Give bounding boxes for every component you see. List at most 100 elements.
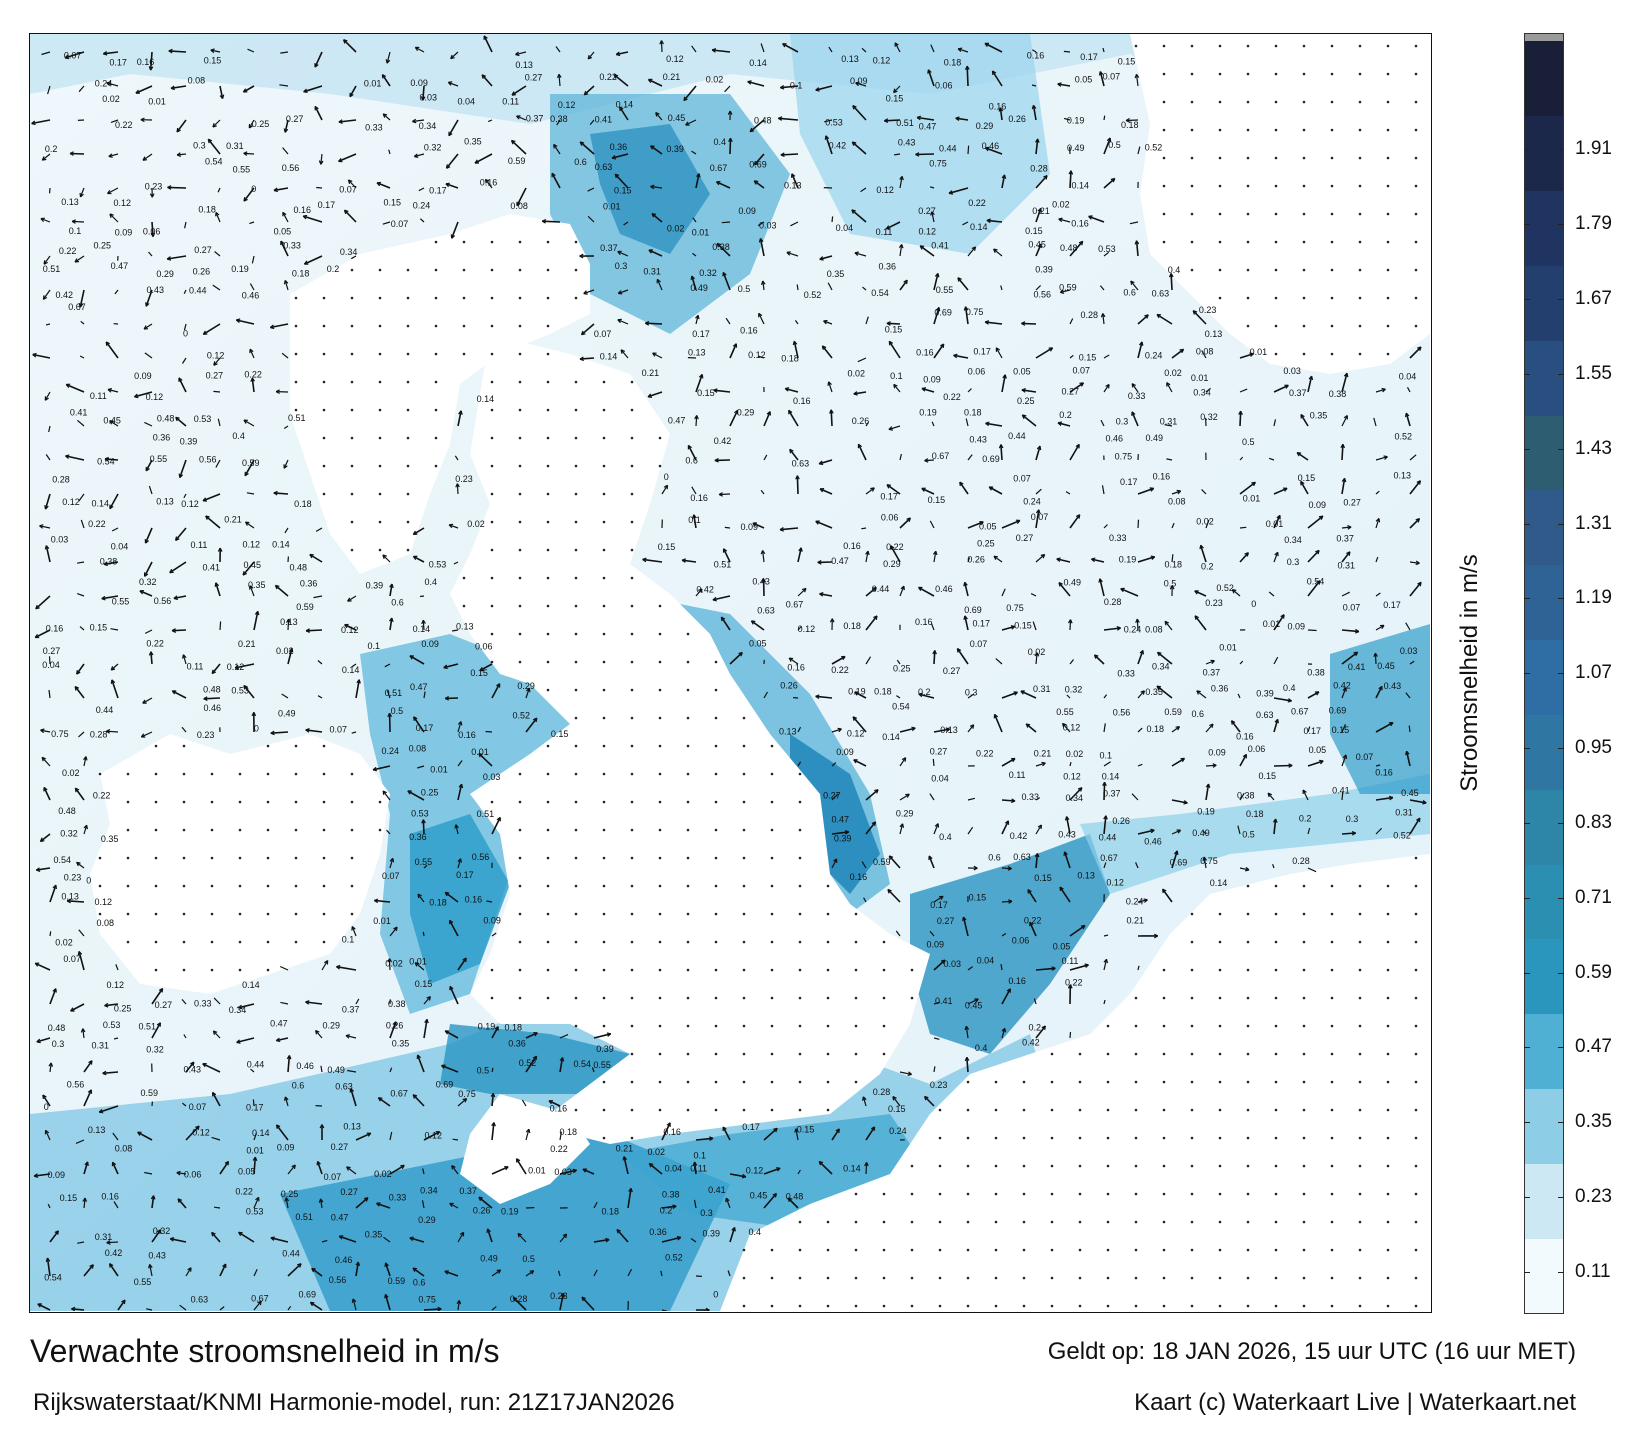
current-arrow — [1035, 509, 1040, 529]
grid-dot — [518, 884, 522, 888]
current-arrow — [1375, 556, 1379, 563]
speed-label: 0.19 — [848, 687, 866, 697]
speed-label: 0.09 — [850, 76, 868, 86]
current-arrow-head — [587, 54, 593, 60]
colorbar-segment — [1525, 115, 1563, 192]
current-arrow — [1062, 723, 1071, 733]
current-arrow-head — [935, 306, 941, 312]
current-arrow — [1341, 372, 1348, 393]
speed-label: 0.45 — [1401, 788, 1419, 798]
speed-label: 0.41 — [1332, 785, 1350, 795]
speed-label: 0.18 — [505, 1022, 523, 1032]
speed-label: 0.17 — [109, 58, 127, 68]
grid-dot — [1274, 1304, 1278, 1308]
current-arrow — [347, 595, 357, 602]
current-arrow-head — [424, 1018, 429, 1024]
grid-dot — [938, 1248, 942, 1252]
current-arrow — [1205, 723, 1214, 733]
current-arrow — [101, 595, 119, 600]
current-arrow-head — [1154, 933, 1159, 939]
current-arrow-head — [458, 410, 463, 415]
colorbar-tick — [1558, 897, 1564, 899]
speed-label: 0.18 — [1147, 724, 1165, 734]
speed-label: 0.21 — [1034, 749, 1052, 759]
grid-dot — [210, 968, 214, 972]
current-arrow — [314, 106, 323, 121]
grid-dot — [1050, 1108, 1054, 1112]
speed-label: 0.41 — [203, 563, 221, 573]
current-arrow-head — [692, 514, 697, 519]
speed-label: 0.44 — [1008, 431, 1026, 441]
current-arrow — [894, 42, 901, 53]
grid-dot — [434, 268, 438, 272]
current-arrow-head — [1353, 651, 1359, 657]
grid-dot — [378, 408, 382, 412]
current-arrow — [760, 43, 765, 53]
current-arrow-head — [108, 153, 113, 158]
grid-dot — [1414, 1304, 1418, 1308]
current-arrow — [647, 391, 663, 398]
speed-label: 0.27 — [823, 790, 841, 800]
grid-dot — [798, 1248, 802, 1252]
current-arrow-head — [1093, 654, 1099, 659]
speed-label: 0.39 — [1035, 265, 1053, 275]
current-arrow — [316, 186, 323, 189]
current-arrow-head — [617, 318, 622, 324]
speed-label: 0.48 — [48, 1023, 66, 1033]
current-arrow — [899, 823, 904, 835]
current-arrow-head — [1231, 589, 1237, 594]
current-arrow — [83, 825, 88, 835]
colorbar-segment — [1525, 1013, 1563, 1090]
grid-dot — [1190, 268, 1194, 272]
speed-label: 0.04 — [665, 1163, 683, 1173]
grid-dot — [1386, 1052, 1390, 1056]
current-arrow — [1273, 419, 1277, 427]
current-arrow — [444, 1030, 459, 1039]
speed-label: 0.01 — [246, 1146, 264, 1156]
current-arrow — [1409, 346, 1422, 359]
current-arrow — [964, 306, 969, 325]
speed-label: 0.12 — [425, 1130, 443, 1140]
current-arrow — [995, 347, 1003, 359]
current-arrow — [78, 731, 85, 738]
current-arrow-head — [39, 837, 45, 843]
speed-label: 0.01 — [1263, 619, 1281, 629]
speed-label: 0.25 — [421, 787, 439, 797]
current-arrow — [1268, 457, 1275, 461]
speed-label: 0.24 — [1145, 351, 1163, 361]
current-arrow-head — [65, 383, 71, 388]
current-arrow — [212, 1030, 221, 1039]
grid-dot — [1246, 296, 1250, 300]
speed-label: 0.56 — [472, 852, 490, 862]
grid-dot — [322, 884, 326, 888]
current-arrow — [386, 51, 391, 64]
current-arrow-head — [178, 377, 183, 382]
grid-dot — [630, 1024, 634, 1028]
current-arrow — [172, 629, 187, 632]
current-arrow-head — [687, 444, 692, 450]
grid-dot — [1414, 1276, 1418, 1280]
current-arrow — [797, 761, 802, 767]
current-arrow-head — [382, 113, 388, 118]
current-arrow — [1058, 582, 1071, 597]
current-arrow-head — [854, 691, 859, 696]
current-arrow-head — [841, 655, 846, 661]
current-arrow — [1341, 754, 1347, 767]
speed-label: 0.5 — [477, 1066, 490, 1076]
speed-label: 0.06 — [475, 642, 493, 652]
speed-label: 0.15 — [204, 56, 222, 66]
current-arrow-head — [414, 46, 420, 52]
speed-label: 0.01 — [1250, 347, 1268, 357]
speed-label: 0.41 — [70, 408, 88, 418]
current-arrow-head — [170, 85, 175, 91]
grid-dot — [826, 1080, 830, 1084]
grid-dot — [1218, 1276, 1222, 1280]
current-arrow — [525, 1032, 538, 1039]
current-arrow — [780, 85, 799, 89]
current-arrow — [1137, 341, 1143, 359]
grid-dot — [1414, 1080, 1418, 1084]
current-arrow — [794, 320, 799, 325]
grid-dot — [770, 996, 774, 1000]
current-arrow-head — [343, 209, 349, 215]
current-arrow — [202, 323, 221, 335]
